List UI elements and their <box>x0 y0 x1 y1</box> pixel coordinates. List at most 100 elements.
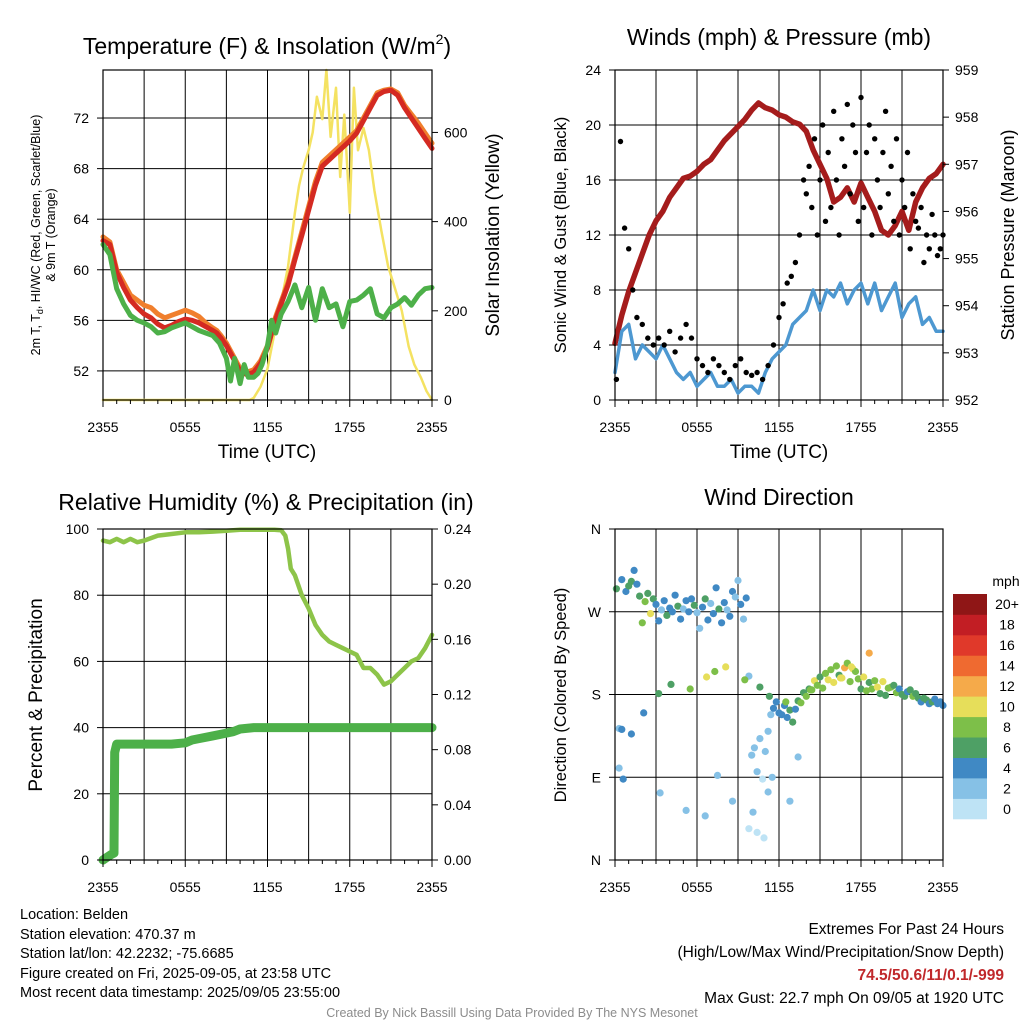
direction-point <box>847 663 856 671</box>
direction-point <box>640 709 648 717</box>
direction-point <box>742 594 750 602</box>
direction-point <box>879 678 887 686</box>
direction-point <box>778 711 786 719</box>
x-tick-label: 2355 <box>599 879 630 895</box>
gust-point <box>841 163 848 169</box>
direction-point <box>641 598 649 606</box>
gust-point <box>650 342 656 348</box>
y-tick-label-right: 0.08 <box>444 742 471 758</box>
colorbar: 0 2 4 6 8 10 12 14 16 18 20+ mph <box>953 573 1020 820</box>
colorbar-swatch <box>953 655 987 677</box>
y-axis-label-left: Direction (Colored By Speed) <box>552 588 570 803</box>
direction-point <box>718 619 726 627</box>
gust-point <box>792 259 799 266</box>
series-line <box>100 242 435 387</box>
x-tick-label: 2355 <box>87 879 118 895</box>
x-tick-label: 2355 <box>416 879 447 895</box>
series-line <box>100 527 435 687</box>
direction-point <box>906 686 914 694</box>
direction-point <box>731 593 739 601</box>
direction-point <box>764 788 772 796</box>
direction-point <box>711 667 719 676</box>
gust-point <box>934 252 941 259</box>
x-tick-label: 1755 <box>334 879 365 895</box>
y-tick-label: 72 <box>73 110 89 126</box>
direction-point <box>726 612 734 620</box>
direction-point <box>882 691 890 700</box>
x-tick-label: 1755 <box>334 419 365 435</box>
gust-point <box>866 122 872 128</box>
direction-point <box>868 685 876 693</box>
x-tick-label: 1755 <box>845 879 876 895</box>
panel-grid <box>143 70 392 400</box>
y-tick-label-right: 956 <box>955 203 979 219</box>
direction-point <box>764 727 772 735</box>
gust-point <box>661 342 667 348</box>
direction-point <box>797 699 805 707</box>
gust-point <box>634 314 640 321</box>
direction-point <box>674 602 682 610</box>
x-axis-label: Time (UTC) <box>730 442 829 463</box>
colorbar-swatch <box>953 737 987 758</box>
direction-point <box>712 584 720 592</box>
x-tick-label: 1155 <box>764 419 794 435</box>
x-tick-label: 2355 <box>927 419 958 435</box>
gust-point <box>852 149 859 156</box>
gust-point <box>861 204 867 211</box>
y-tick-label: 12 <box>585 227 601 243</box>
gust-point <box>880 149 886 156</box>
x-tick-label: 0555 <box>681 879 712 895</box>
direction-point <box>759 775 767 783</box>
y-tick-label-right: 0.00 <box>444 852 471 868</box>
direction-point <box>671 591 679 599</box>
x-tick-label: 1155 <box>252 879 282 895</box>
gust-point <box>869 232 875 238</box>
gust-point <box>688 335 695 341</box>
y-tick-label: 20 <box>585 117 601 133</box>
direction-point <box>846 678 854 686</box>
gust-point <box>877 204 883 211</box>
colorbar-swatch <box>953 778 987 799</box>
direction-point <box>816 673 824 681</box>
colorbar-swatch <box>953 675 987 697</box>
direction-point <box>851 667 860 676</box>
direction-point <box>760 834 768 842</box>
direction-point <box>638 619 646 627</box>
colorbar-swatch <box>953 614 987 636</box>
direction-point <box>707 599 715 608</box>
direction-point <box>865 649 873 657</box>
direction-point <box>701 595 709 603</box>
gust-point <box>937 246 943 252</box>
y-tick-label: 24 <box>585 62 601 78</box>
gust-point <box>721 369 727 376</box>
direction-point <box>767 711 775 719</box>
gust-point <box>710 356 717 362</box>
gust-point <box>749 372 755 378</box>
x-tick-label: 1155 <box>252 419 282 435</box>
y-tick-label-right: 959 <box>955 62 979 78</box>
direction-point <box>636 592 644 600</box>
gust-point <box>754 369 760 376</box>
y-axis-label-left: Sonic Wind & Gust (Blue, Black) <box>552 117 570 354</box>
y-tick-label: 8 <box>593 282 601 298</box>
series-line <box>98 723 437 865</box>
direction-point <box>890 681 898 689</box>
direction-point <box>652 600 660 609</box>
direction-point <box>690 601 698 609</box>
direction-point <box>761 747 769 756</box>
credit-line: Created By Nick Bassill Using Data Provi… <box>326 1006 698 1020</box>
direction-point <box>791 705 800 713</box>
direction-point <box>783 713 791 722</box>
ylabel-subscript: d <box>35 309 45 314</box>
x-tick-label: 1755 <box>845 419 876 435</box>
direction-point <box>667 680 675 689</box>
x-tick-label: 2355 <box>599 419 630 435</box>
direction-point <box>739 615 748 623</box>
direction-point <box>895 685 903 693</box>
direction-point <box>832 662 841 670</box>
direction-point <box>657 606 666 614</box>
colorbar-unit: mph <box>992 573 1019 589</box>
colorbar-label: 18 <box>999 617 1015 633</box>
panel-1: 2355 0555 1155 1755 2355 52 56 60 64 68 72 0 200 400 6… <box>29 31 504 463</box>
direction-point <box>728 797 737 805</box>
